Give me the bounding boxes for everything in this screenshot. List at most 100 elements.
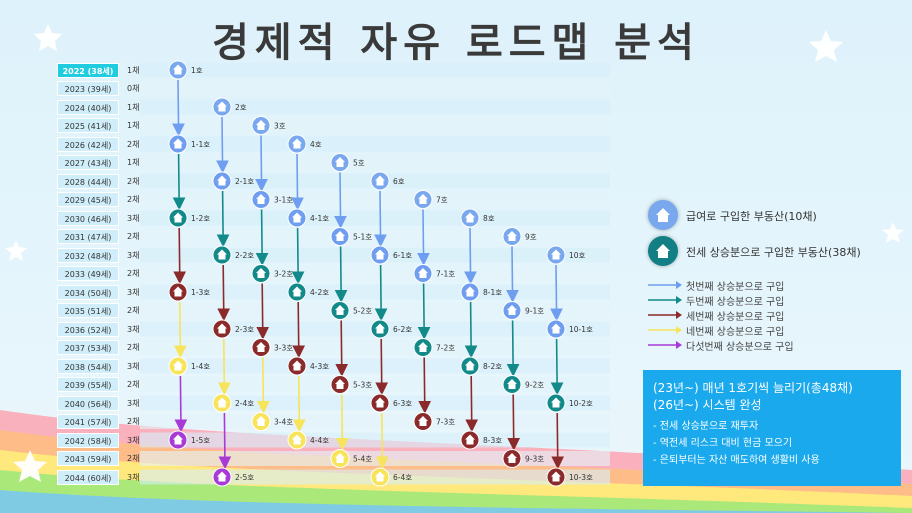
arrow-icon <box>648 281 682 289</box>
house-icon <box>507 305 517 315</box>
house-node: 10-2호 <box>546 393 593 413</box>
arrow-legend-item: 다섯번째 상승분으로 구입 <box>648 338 848 353</box>
house-node: 6-2호 <box>370 319 412 339</box>
house-node: 3-3호 <box>251 338 293 357</box>
purchase-arrow <box>417 283 431 340</box>
summary-line-1: (23년~) 매년 1호기씩 늘리기(총48채) <box>653 381 853 395</box>
house-icon <box>217 249 227 260</box>
house-icon <box>418 416 428 426</box>
house-label: 3-3호 <box>274 344 293 353</box>
house-node: 6-4호 <box>370 467 412 487</box>
star-icon <box>13 450 47 482</box>
arrow-legend-item: 세번째 상승분으로 구입 <box>648 308 848 323</box>
purchase-arrow <box>506 246 519 303</box>
summary-line-2: (26년~) 시스템 완성 <box>653 398 762 412</box>
purchase-arrow <box>417 209 430 266</box>
house-label: 3-1호 <box>274 196 293 205</box>
purchase-arrow <box>334 246 348 303</box>
house-label: 2-1호 <box>235 177 254 186</box>
house-node: 4-2호 <box>287 282 329 302</box>
timeline-year: 2023 (39세) <box>57 81 119 96</box>
house-label: 3-2호 <box>274 270 293 279</box>
timeline-count: 3채 <box>127 361 140 371</box>
house-node: 1호 <box>168 60 203 80</box>
arrow-legend-item: 두번째 상승분으로 구입 <box>648 293 848 308</box>
house-icon <box>173 138 183 149</box>
house-label: 4-4호 <box>310 436 329 445</box>
house-node: 9-2호 <box>502 375 544 394</box>
timeline-year: 2041 (57세) <box>57 414 119 429</box>
house-label: 3-4호 <box>274 418 293 427</box>
house-node: 5-3호 <box>330 375 372 394</box>
timeline-year: 2034 (50세) <box>57 284 119 300</box>
timeline-year: 2040 (56세) <box>57 395 119 411</box>
house-label: 9-3호 <box>525 455 544 464</box>
house-label: 4-1호 <box>310 214 329 223</box>
purchase-arrow <box>217 264 231 322</box>
timeline-count: 3채 <box>127 287 140 297</box>
house-node: 8-1호 <box>460 282 502 302</box>
house-icon <box>292 286 302 297</box>
timeline-year: 2029 (45세) <box>57 192 119 207</box>
house-node: 8호 <box>460 208 495 228</box>
timeline-count: 2채 <box>127 417 140 426</box>
house-label: 1-1호 <box>191 140 210 149</box>
purchase-arrow <box>174 375 188 433</box>
house-node: 10-1호 <box>546 319 593 339</box>
house-node: 10호 <box>546 245 586 265</box>
timeline-year: 2038 (54세) <box>57 358 119 374</box>
star-icon <box>809 30 843 62</box>
timeline-count: 2채 <box>127 343 140 352</box>
house-node: 8-2호 <box>460 356 502 376</box>
arrow-icon <box>648 326 682 334</box>
house-icon <box>465 286 475 297</box>
purchase-arrow <box>256 357 270 414</box>
house-node: 2-2호 <box>212 245 254 265</box>
timeline-count: 3채 <box>127 398 140 408</box>
timeline-year: 2025 (41세) <box>57 118 119 133</box>
house-label: 10-2호 <box>569 399 593 408</box>
house-node: 4-1호 <box>287 208 329 228</box>
house-label: 1-4호 <box>191 362 210 371</box>
house-node: 1-5호 <box>168 430 210 450</box>
purchase-arrow <box>418 357 432 414</box>
arrow-legend-label: 두번째 상승분으로 구입 <box>686 297 785 308</box>
timeline-year: 2028 (44세) <box>57 173 119 189</box>
purchase-arrow <box>172 79 185 137</box>
house-node: 5-2호 <box>330 301 372 320</box>
house-label: 5-4호 <box>353 455 372 464</box>
house-node: 6호 <box>370 171 405 191</box>
arrow-legend-label: 다섯번째 상승분으로 구입 <box>686 342 794 353</box>
house-icon <box>256 342 266 352</box>
house-icon <box>335 231 345 241</box>
house-node: 4-4호 <box>287 430 329 450</box>
timeline-year: 2043 (59세) <box>57 451 119 466</box>
house-label: 2-5호 <box>235 473 254 482</box>
purchase-arrow <box>550 264 563 322</box>
house-label: 3호 <box>274 122 286 131</box>
star-icon <box>5 240 27 261</box>
house-icon <box>173 286 183 297</box>
house-node: 9호 <box>502 227 537 246</box>
house-label: 6-4호 <box>393 473 412 482</box>
house-icon <box>217 471 227 482</box>
house-label: 8호 <box>483 214 495 223</box>
timeline-count: 0채 <box>127 84 140 93</box>
purchase-arrow <box>256 283 270 340</box>
purchase-arrow <box>292 301 306 359</box>
timeline-count: 2채 <box>127 195 140 204</box>
purchase-arrow <box>334 172 347 229</box>
timeline-count: 1채 <box>127 65 140 75</box>
timeline-year: 2022 (38세) <box>57 62 119 78</box>
house-icon <box>217 175 227 186</box>
purchase-arrow <box>173 301 187 359</box>
house-node: 1-2호 <box>168 208 210 228</box>
house-icon <box>173 360 183 371</box>
timeline-year: 2035 (51세) <box>57 303 119 318</box>
timeline-year: 2033 (49세) <box>57 266 119 281</box>
house-icon <box>292 360 302 371</box>
house-label: 7-1호 <box>436 270 455 279</box>
house-label: 8-3호 <box>483 436 502 445</box>
house-label: 10-1호 <box>569 325 593 334</box>
